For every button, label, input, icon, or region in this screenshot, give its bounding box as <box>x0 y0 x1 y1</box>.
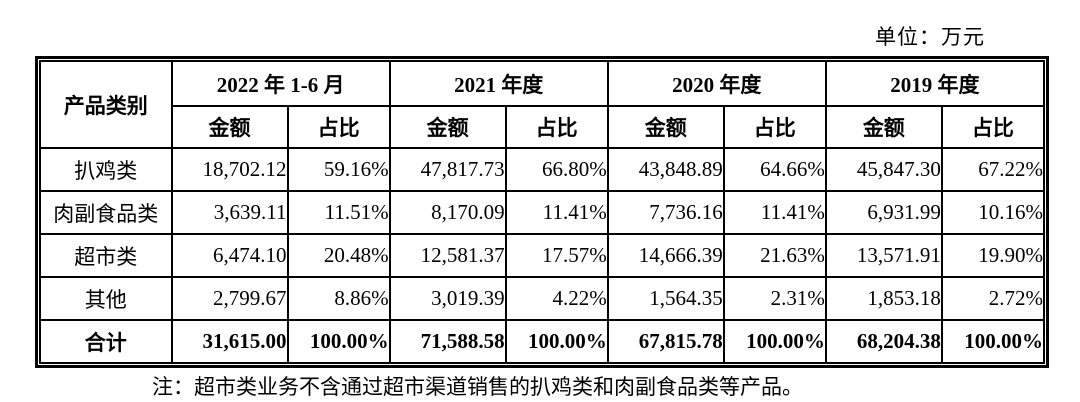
ratio-cell: 100.00% <box>940 319 1046 364</box>
ratio-cell: 100.00% <box>504 319 609 364</box>
table-row-other: 其他 2,799.67 8.86% 3,019.39 4.22% 1,564.3… <box>39 276 1046 321</box>
row-label: 扒鸡类 <box>39 147 173 192</box>
row-label: 肉副食品类 <box>39 190 173 235</box>
amount-cell: 6,931.99 <box>824 190 943 235</box>
ratio-cell: 11.51% <box>286 190 391 235</box>
table-row-meat-products: 肉副食品类 3,639.11 11.51% 8,170.09 11.41% 7,… <box>39 190 1046 235</box>
ratio-header-cell: 占比 <box>940 105 1046 149</box>
table-row-total: 合计 31,615.00 100.00% 71,588.58 100.00% 6… <box>39 319 1046 364</box>
amount-cell: 1,564.35 <box>606 276 725 321</box>
amount-header-cell: 金额 <box>170 105 289 149</box>
ratio-cell: 11.41% <box>722 190 827 235</box>
amount-cell: 12,581.37 <box>388 233 507 278</box>
amount-cell: 3,019.39 <box>388 276 507 321</box>
amount-cell: 6,474.10 <box>170 233 289 278</box>
ratio-cell: 2.31% <box>722 276 827 321</box>
amount-header-cell: 金额 <box>388 105 507 149</box>
row-label: 合计 <box>39 319 173 364</box>
amount-cell: 13,571.91 <box>824 233 943 278</box>
ratio-cell: 100.00% <box>286 319 391 364</box>
ratio-cell: 8.86% <box>286 276 391 321</box>
amount-cell: 71,588.58 <box>388 319 507 364</box>
table-row-braised-chicken: 扒鸡类 18,702.12 59.16% 47,817.73 66.80% 43… <box>39 147 1046 192</box>
ratio-cell: 2.72% <box>940 276 1046 321</box>
ratio-cell: 11.41% <box>504 190 609 235</box>
ratio-header-cell: 占比 <box>722 105 827 149</box>
period-header-2022: 2022 年 1-6 月 <box>170 60 391 107</box>
product-category-table: 产品类别 2022 年 1-6 月 2021 年度 2020 年度 2019 年… <box>39 60 1046 364</box>
table-row-supermarket: 超市类 6,474.10 20.48% 12,581.37 17.57% 14,… <box>39 233 1046 278</box>
row-label: 超市类 <box>39 233 173 278</box>
ratio-cell: 21.63% <box>722 233 827 278</box>
amount-cell: 31,615.00 <box>170 319 289 364</box>
amount-cell: 1,853.18 <box>824 276 943 321</box>
amount-cell: 3,639.11 <box>170 190 289 235</box>
amount-header-cell: 金额 <box>824 105 943 149</box>
period-header-2021: 2021 年度 <box>388 60 609 107</box>
ratio-cell: 4.22% <box>504 276 609 321</box>
amount-cell: 18,702.12 <box>170 147 289 192</box>
subheader-row: 金额 占比 金额 占比 金额 占比 金额 占比 <box>40 105 1046 149</box>
period-header-2020: 2020 年度 <box>606 60 827 107</box>
table-note: 注：超市类业务不含通过超市渠道销售的扒鸡类和肉副食品类等产品。 <box>152 375 803 399</box>
ratio-cell: 19.90% <box>940 233 1046 278</box>
ratio-cell: 10.16% <box>940 190 1046 235</box>
ratio-cell: 100.00% <box>722 319 827 364</box>
amount-cell: 7,736.16 <box>606 190 725 235</box>
ratio-cell: 17.57% <box>504 233 609 278</box>
ratio-cell: 64.66% <box>722 147 827 192</box>
period-header-row: 产品类别 2022 年 1-6 月 2021 年度 2020 年度 2019 年… <box>39 60 1046 149</box>
period-header-2019: 2019 年度 <box>824 60 1046 107</box>
amount-cell: 2,799.67 <box>170 276 289 321</box>
ratio-cell: 67.22% <box>940 147 1046 192</box>
amount-cell: 8,170.09 <box>388 190 507 235</box>
amount-cell: 43,848.89 <box>606 147 725 192</box>
amount-cell: 45,847.30 <box>824 147 943 192</box>
product-category-table-frame: 产品类别 2022 年 1-6 月 2021 年度 2020 年度 2019 年… <box>35 56 1049 368</box>
ratio-cell: 59.16% <box>286 147 391 192</box>
ratio-cell: 66.80% <box>504 147 609 192</box>
row-label: 其他 <box>39 276 173 321</box>
ratio-header-cell: 占比 <box>286 105 391 149</box>
amount-cell: 67,815.78 <box>606 319 725 364</box>
amount-cell: 47,817.73 <box>388 147 507 192</box>
amount-header-cell: 金额 <box>606 105 725 149</box>
corner-header-cell: 产品类别 <box>39 60 173 149</box>
ratio-cell: 20.48% <box>286 233 391 278</box>
amount-cell: 14,666.39 <box>606 233 725 278</box>
amount-cell: 68,204.38 <box>824 319 943 364</box>
ratio-header-cell: 占比 <box>504 105 609 149</box>
unit-label: 单位：万元 <box>875 25 985 49</box>
